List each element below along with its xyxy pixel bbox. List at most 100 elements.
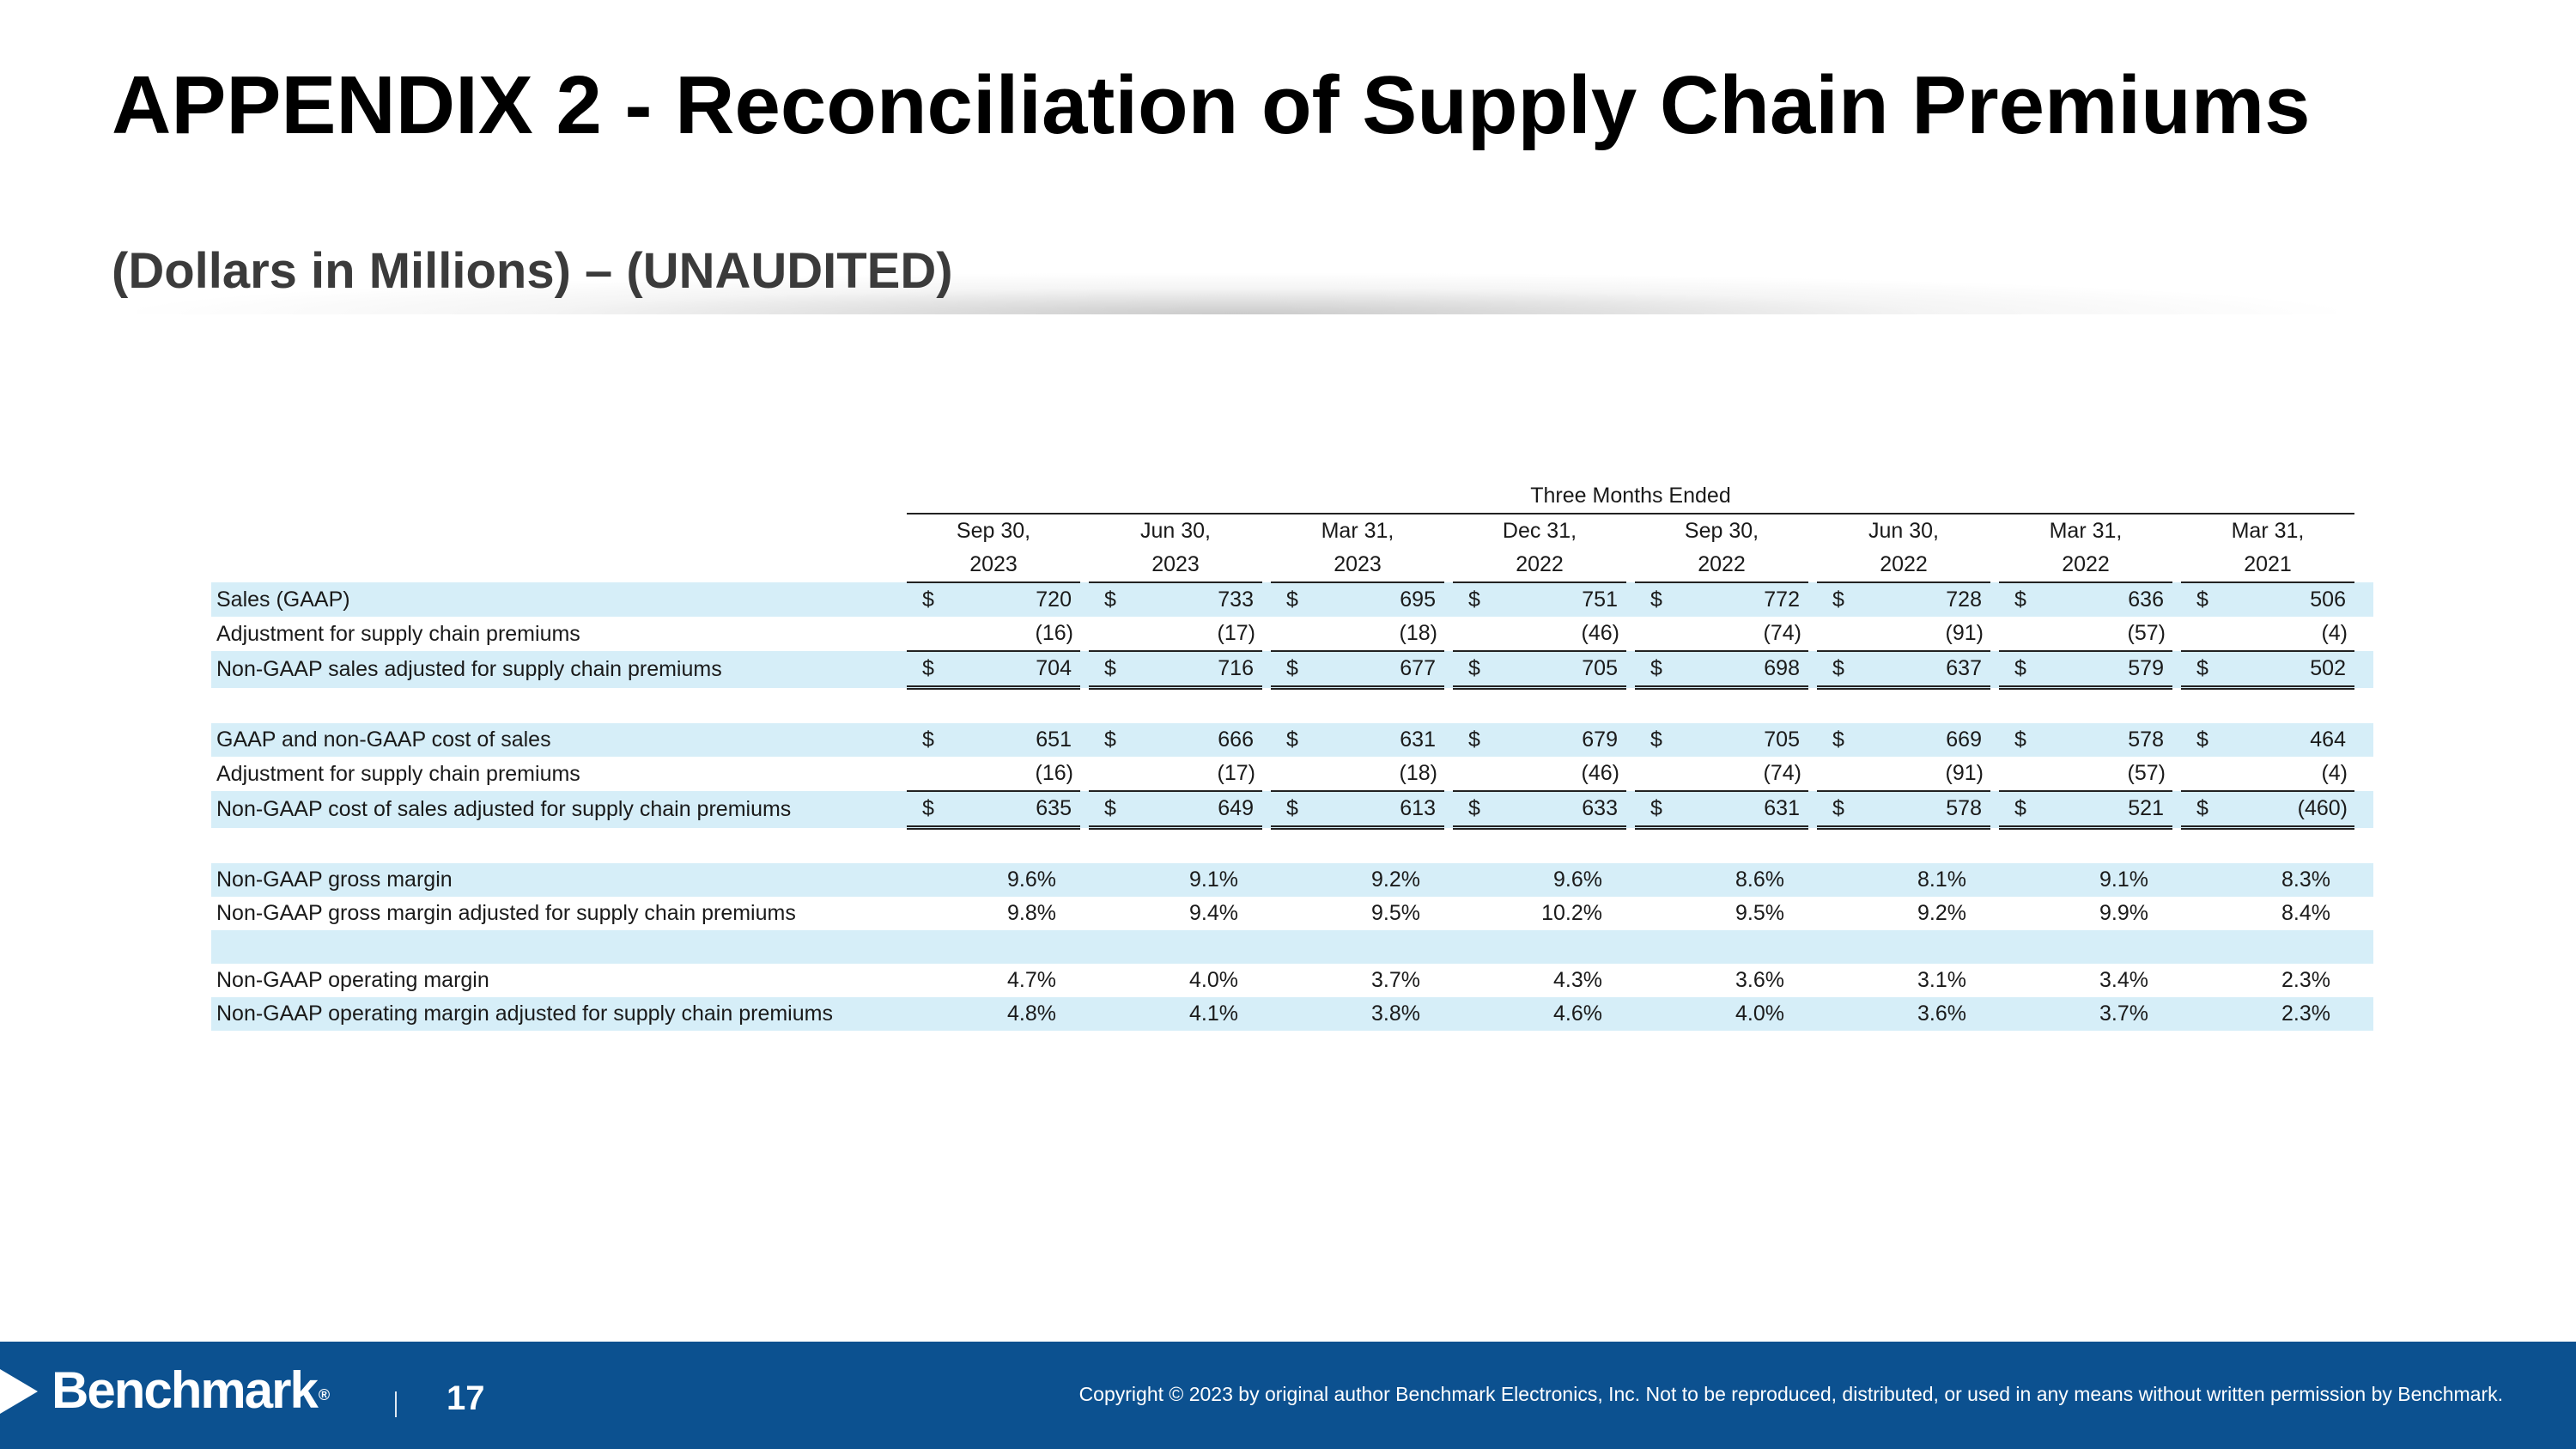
- table-cell-value: 705: [1494, 651, 1626, 690]
- currency-symbol: [1635, 997, 1676, 1031]
- table-row: Non-GAAP gross margin adjusted for suppl…: [211, 897, 2373, 930]
- table-cell-value: 4.3%: [1553, 968, 1602, 992]
- header-empty-cell: [211, 479, 898, 514]
- gap-cell: [2172, 617, 2181, 651]
- gap-cell: [1444, 997, 1453, 1031]
- footer-bar: Benchmark ® 17 Copyright © 2023 by origin…: [0, 1342, 2576, 1449]
- reconciliation-table: Three Months Ended Sep 30, Jun 30, Mar 31, D…: [211, 479, 2373, 1031]
- column-date: Mar 31,: [1321, 519, 1394, 543]
- gap-cell: [1990, 863, 1999, 897]
- gap-cell: [1990, 897, 1999, 930]
- table-cell-value: (17): [1130, 757, 1262, 792]
- table-cell-value: (16): [948, 617, 1080, 652]
- gap-cell: [1626, 723, 1635, 757]
- table-cell-value: (46): [1494, 617, 1626, 652]
- table-cell-value: 728: [1858, 582, 1990, 617]
- gap-cell: [1080, 757, 1089, 791]
- gap-cell: [2172, 997, 2181, 1031]
- table-cell-value: (91): [1858, 617, 1990, 652]
- table-cell-value: (57): [2040, 757, 2172, 792]
- header-gap-cell: [898, 514, 907, 548]
- gap-cell: [1444, 791, 1453, 828]
- currency-symbol: $: [1089, 651, 1130, 690]
- page-number: 17: [447, 1379, 485, 1417]
- gap-cell: [1262, 791, 1271, 828]
- row-label: Non-GAAP gross margin: [211, 863, 898, 897]
- gap-cell: [1262, 897, 1271, 930]
- currency-symbol: [907, 997, 948, 1031]
- gap-cell: [898, 997, 907, 1031]
- benchmark-logo: Benchmark ®: [52, 1361, 330, 1420]
- column-year: 2023: [907, 548, 1080, 583]
- gap-cell: [1080, 723, 1089, 757]
- gap-cell: [1626, 897, 1635, 930]
- table-cell-value: (74): [1676, 757, 1808, 792]
- header-row-period: Three Months Ended: [211, 479, 2373, 514]
- currency-symbol: $: [1271, 723, 1312, 757]
- header-row-date: Sep 30, Jun 30, Mar 31, Dec 31, Sep 30, Jun 3…: [211, 514, 2373, 548]
- gap-cell: [2172, 582, 2181, 617]
- currency-symbol: $: [1453, 723, 1494, 757]
- header-gap-cell: [1626, 514, 1635, 548]
- header-row-year: 2023 2023 2023 2022 2022 2022 2022 2021: [211, 548, 2373, 583]
- slide-subtitle: (Dollars in Millions) – (UNAUDITED): [112, 243, 953, 299]
- logo-wordmark: Benchmark: [52, 1361, 319, 1419]
- currency-symbol: $: [907, 723, 948, 757]
- slide-title: APPENDIX 2 - Reconciliation of Supply Ch…: [112, 59, 2311, 151]
- footer-divider: [395, 1391, 397, 1417]
- table-cell-value: (460): [2222, 791, 2354, 830]
- gap-cell: [1262, 582, 1271, 617]
- currency-symbol: [1089, 997, 1130, 1031]
- table-cell-value: 666: [1130, 723, 1262, 757]
- gap-cell: [1626, 582, 1635, 617]
- spacer-row: [211, 828, 2373, 864]
- table-row: Adjustment for supply chain premiums (16)…: [211, 617, 2373, 652]
- currency-symbol: [1089, 897, 1130, 930]
- table-body: Three Months Ended Sep 30, Jun 30, Mar 31, D…: [211, 479, 2373, 1031]
- table-cell-value: 8.3%: [2222, 863, 2354, 897]
- table-cell-value: 649: [1130, 791, 1262, 830]
- table-cell-value: 506: [2222, 582, 2354, 617]
- currency-symbol: $: [907, 582, 948, 617]
- gap-cell: [898, 582, 907, 617]
- currency-symbol: [1817, 997, 1858, 1031]
- row-label: Non-GAAP gross margin adjusted for suppl…: [216, 901, 796, 925]
- gap-cell: [1444, 582, 1453, 617]
- gap-cell: [2354, 757, 2373, 791]
- table-cell-value: 8.6%: [1676, 863, 1808, 897]
- gap-cell: [1262, 617, 1271, 651]
- table-cell-value: 9.4%: [1189, 901, 1238, 925]
- table-cell-value: 578: [1858, 791, 1990, 830]
- table-row: Non-GAAP sales adjusted for supply chain…: [211, 651, 2373, 690]
- currency-symbol: $: [1635, 651, 1676, 690]
- table-cell-value: 4.1%: [1130, 997, 1262, 1031]
- gap-cell: [1080, 997, 1089, 1031]
- table-cell-value: (4): [2222, 617, 2354, 652]
- currency-symbol: $: [1999, 723, 2040, 757]
- gap-cell: [1444, 723, 1453, 757]
- currency-symbol: $: [2181, 791, 2222, 830]
- currency-symbol: $: [1453, 651, 1494, 690]
- currency-symbol: [1271, 964, 1312, 997]
- table-cell-value: 635: [948, 791, 1080, 830]
- gap-cell: [2354, 617, 2373, 651]
- table-cell-value: 613: [1312, 791, 1444, 830]
- currency-symbol: $: [907, 791, 948, 830]
- currency-symbol: [1635, 897, 1676, 930]
- currency-symbol: [1635, 964, 1676, 997]
- table-cell-value: 9.1%: [2040, 863, 2172, 897]
- spacer-row: [211, 930, 2373, 964]
- table-cell-value: 4.0%: [1189, 968, 1238, 992]
- column-date: Sep 30,: [956, 519, 1031, 543]
- gap-cell: [1080, 582, 1089, 617]
- table-cell-value: 704: [948, 651, 1080, 690]
- column-date: Jun 30,: [1868, 519, 1939, 543]
- header-gap-cell: [2354, 479, 2373, 514]
- header-empty-cell: [211, 548, 898, 582]
- gap-cell: [1080, 651, 1089, 688]
- gap-cell: [1808, 617, 1817, 651]
- currency-symbol: [1453, 964, 1494, 997]
- header-gap-cell: [1990, 548, 1999, 582]
- table-cell-value: 10.2%: [1541, 901, 1602, 925]
- gap-cell: [1990, 723, 1999, 757]
